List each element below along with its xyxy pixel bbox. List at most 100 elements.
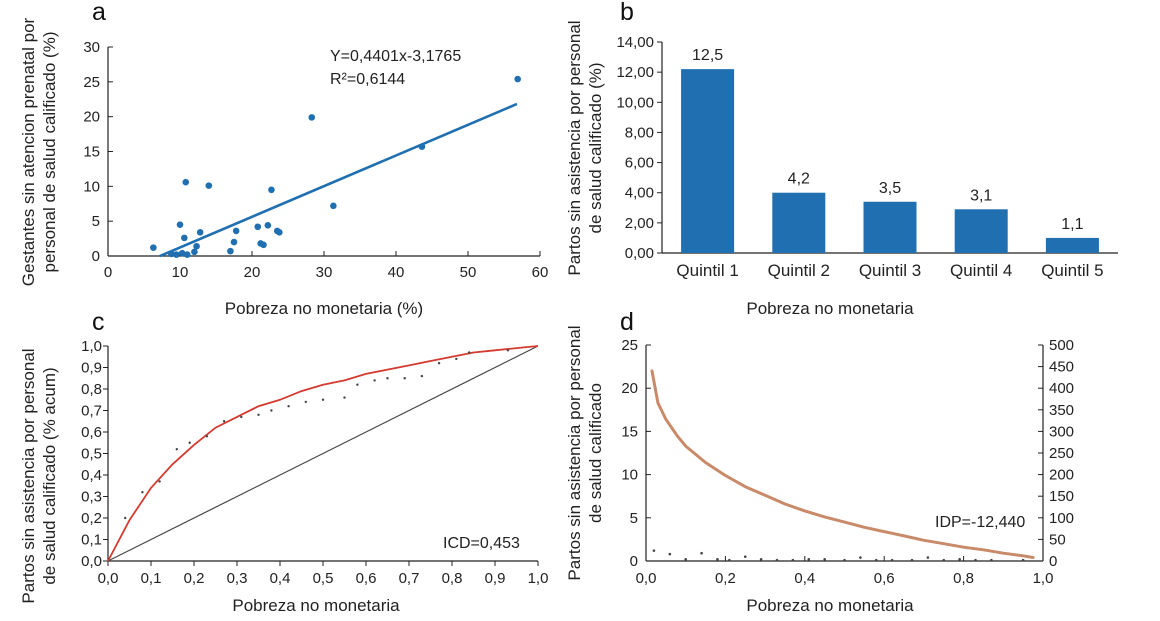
panel-d-y-right-tick-label: 250 [1049,445,1074,462]
panel-d-x-axis-title: Pobreza no monetaria [746,596,914,615]
panel-a-x-tick-label: 20 [244,264,261,281]
panel-b-y-axis-title-line: Partos sin asistencia por personal [565,20,584,275]
panel-c-x-tick-label: 0,3 [227,570,248,587]
panel-d-data-point [859,556,862,559]
panel-c-y-tick-label: 0,8 [81,381,102,398]
panel-c-concentration-curve-line [107,345,539,562]
panel-a-y-tick-label: 20 [83,109,100,126]
panel-d-data-point [700,551,703,555]
panel-a-data-point [260,241,267,249]
panel-d-data-point [791,558,795,562]
panel-c-y-tick-label: 0,0 [81,553,102,570]
panel-d-data-point [652,549,656,552]
panel-a-y-axis-title: Gestantes sin atencion prenatal por perso… [19,17,59,286]
panel-c-data-point [321,398,325,401]
panel-c-y-tick-label: 0,2 [81,510,102,527]
panel-c-data-point [240,415,243,419]
panel-b-y-tick-label: 14,00 [616,34,654,51]
panel-b-bar [772,192,826,253]
panel-b-bar-value-label: 4,2 [788,171,810,188]
panel-c-y-tick-label: 0,9 [81,360,102,377]
panel-a-y-tick-label: 25 [83,74,100,91]
panel-b-bar [954,209,1008,253]
panel-a-y-tick-label: 0 [92,248,100,265]
panel-a-data-point [150,244,157,251]
panel-d-y-right-tick-label: 150 [1049,488,1074,505]
panel-a-y-tick-label: 10 [83,178,100,195]
panel-d-data-point [974,558,977,562]
panel-d-data-point [942,558,946,562]
panel-a-data-point [330,202,337,210]
panel-d-y-right-tick-label: 50 [1049,531,1066,548]
panel-b-y-axis-title-line: de salud calificado (%) [586,62,605,233]
panel-b-y-tick-label: 8,00 [625,124,654,141]
panel-d-data-point [890,558,894,562]
panel-a-x-tick-label: 0 [104,264,112,281]
panel-a-equation: Y=0,4401x-3,1765 [330,48,461,65]
panel-a-x-tick-label: 40 [388,264,405,281]
panel-d-idp-annotation: IDP=-12,440 [935,514,1025,531]
panel-d-y-right-tick-label: 100 [1049,510,1074,527]
panel-a-r-squared: R²=0,6144 [330,71,405,88]
panel-a-data-point [227,247,234,255]
panel-a-y-tick-label: 15 [83,144,100,161]
panel-c-x-tick-label: 1,0 [528,570,549,587]
panel-a-data-point [308,114,316,121]
panel-c-x-tick-label: 0,8 [442,570,463,587]
panel-c-y-tick-label: 0,7 [81,403,102,420]
panel-d-y-right-tick-label: 450 [1049,359,1074,376]
panel-c-icd-annotation: ICD=0,453 [443,535,520,552]
panel-c-data-point [188,441,191,444]
panel-c-x-tick-label: 0,2 [184,570,205,587]
panel-a-data-point [181,234,188,242]
panel-d-y-axis-title-line: de salud calificado [586,383,605,523]
panel-b-category-label: Quintil 1 [676,261,738,280]
panel-b-y-tick-label: 0,00 [625,245,654,262]
panel-d-inequality-curve: d 05101520250501001502002503003504004505… [565,308,1074,615]
panel-a-x-tick-label: 30 [316,264,333,281]
panel-b-bar-value-label: 3,5 [879,180,901,197]
panel-c-x-tick-label: 0,7 [399,570,420,587]
panel-c-concentration-curve: c 0,0 0,1 0,2 0,3 0,4 0,5 0,6 0,7 0,8 0,9 1,0 0,0 0,… [19,308,548,615]
panel-d-data-point [1021,558,1025,562]
panel-c-x-tick-label: 0,5 [313,570,334,587]
panel-b-y-tick-label: 2,00 [625,215,654,232]
panel-c-data-point [287,405,290,408]
panel-d-y-tick-label: 20 [621,380,638,397]
panel-b-x-axis-title: Pobreza no monetaria [746,299,914,318]
panel-c-y-tick-label: 0,3 [81,489,102,506]
panel-a-data-point [168,250,175,258]
panel-d-data-point [759,557,763,561]
panel-d-data-point [716,557,719,561]
panel-a-scatter-chart: a 0 5 10 15 20 25 30 0 10 20 30 40 50 60 Y=0,4401x-3,1… [19,0,548,318]
panel-d-y-right-tick-label: 0 [1049,553,1057,570]
panel-d-y-right-tick-label: 300 [1049,423,1074,440]
panel-b-category-label: Quintil 4 [950,261,1012,280]
panel-a-letter: a [92,0,106,26]
panel-c-data-point [141,491,144,494]
panel-d-y-tick-label: 5 [630,510,638,527]
panel-c-data-point [270,409,273,412]
panel-d-data-point [958,557,961,561]
panel-a-x-tick-label: 60 [532,264,549,281]
panel-c-data-point [304,400,307,404]
panel-c-x-tick-label: 0,1 [141,570,162,587]
panel-c-data-point [257,413,260,416]
panel-a-data-point [232,227,240,235]
panel-c-y-tick-label: 0,1 [81,532,102,549]
panel-a-data-point [264,222,272,229]
panel-d-data-point [668,552,672,556]
panel-a-y-tick-label: 5 [92,213,100,230]
panel-d-y-right-tick-label: 400 [1049,380,1074,397]
panel-c-y-axis-title-line: Partos sin asistencia por personal [19,348,38,603]
panel-b-y-tick-label: 10,00 [616,94,654,111]
panel-a-data-point [254,223,262,231]
panel-d-x-tick-label: 0,4 [794,570,815,587]
panel-c-data-point [386,377,389,380]
panel-a-data-point [191,248,198,256]
panel-a-y-tick-label: 30 [83,39,100,56]
panel-c-data-point [420,374,424,378]
panel-c-y-tick-label: 0,4 [81,467,102,484]
panel-b-category-label: Quintil 2 [768,261,830,280]
